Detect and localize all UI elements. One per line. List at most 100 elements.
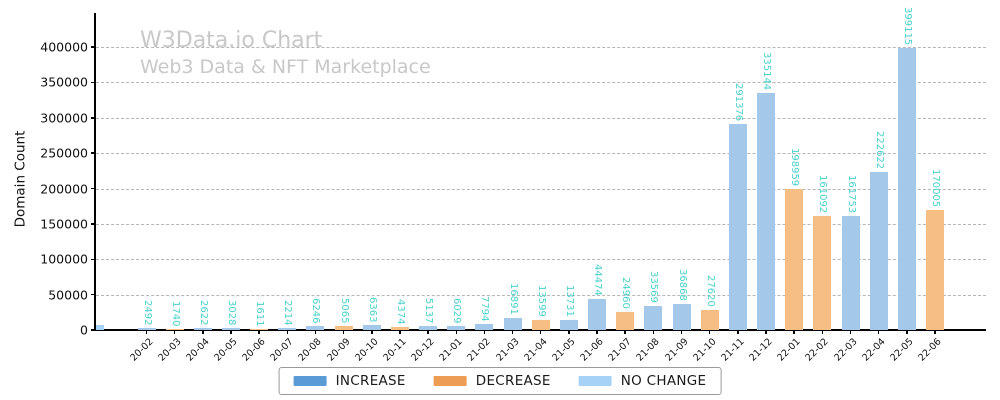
bar-value-label: 27620 — [704, 275, 716, 308]
y-tick-label: 300000 — [40, 110, 88, 126]
x-tick-mark — [568, 330, 570, 334]
x-tick-mark — [202, 330, 204, 334]
x-tick-mark — [934, 330, 936, 334]
bar-value-label: 1611 — [254, 300, 266, 326]
legend-swatch-decrease — [433, 376, 467, 386]
bar-20-11 — [390, 326, 409, 330]
bar-22-02 — [813, 216, 832, 330]
x-tick-mark — [455, 330, 457, 334]
x-tick-mark — [342, 330, 345, 334]
x-tick-label-21-12: 21-12 — [747, 336, 775, 364]
bar-22-01 — [785, 189, 804, 330]
x-tick-label-20-05: 20-05 — [212, 336, 240, 364]
x-tick-label-21-10: 21-10 — [691, 336, 719, 364]
legend-item-nochange: NO CHANGE — [578, 373, 707, 389]
x-tick-label-21-07: 21-07 — [606, 336, 634, 364]
y-tick-label: 350000 — [40, 74, 88, 90]
x-tick-mark — [765, 330, 767, 334]
bar-value-label: 2214 — [282, 300, 294, 326]
bar-20-05 — [221, 327, 240, 330]
legend-label: DECREASE — [475, 373, 551, 389]
bar-value-label: 1740 — [169, 300, 181, 326]
y-tick-mark — [91, 117, 96, 119]
x-tick-label-20-09: 20-09 — [324, 336, 353, 364]
x-tick-mark — [258, 330, 260, 334]
gridline — [96, 47, 986, 48]
y-tick-mark — [91, 46, 96, 48]
bar-value-label: 44474 — [592, 263, 604, 296]
x-tick-label-20-02: 20-02 — [127, 336, 156, 364]
x-tick-label-20-08: 20-08 — [296, 336, 325, 364]
chart-subtitle: Web3 Data & NFT Marketplace — [140, 56, 431, 78]
bar-value-label: 170005 — [929, 168, 941, 207]
x-tick-label-20-11: 20-11 — [381, 336, 409, 364]
x-tick-label-20-04: 20-04 — [184, 336, 212, 364]
x-tick-label-20-10: 20-10 — [353, 336, 381, 364]
x-tick-label-21-11: 21-11 — [719, 336, 747, 364]
bar-value-label: 3028 — [225, 299, 237, 326]
bar-21-02 — [475, 324, 494, 330]
bar-value-label: 161753 — [845, 174, 857, 213]
bar-value-label: 24960 — [620, 277, 632, 310]
x-tick-mark — [483, 330, 486, 334]
x-tick-mark — [680, 330, 683, 334]
x-tick-mark — [596, 330, 598, 334]
x-tick-label-21-05: 21-05 — [550, 336, 578, 364]
x-tick-label-22-02: 22-02 — [803, 336, 832, 364]
bar-value-label: 16891 — [507, 283, 519, 315]
bar-20-02 — [137, 328, 156, 330]
y-tick-label: 250000 — [40, 145, 88, 161]
bar-value-label: 6363 — [366, 297, 378, 323]
legend-item-decrease: DECREASE — [433, 373, 551, 389]
x-tick-mark — [230, 330, 232, 334]
gridline — [96, 188, 986, 190]
x-tick-label-21-08: 21-08 — [634, 336, 663, 364]
x-tick-mark — [511, 330, 514, 334]
gridline — [96, 294, 986, 296]
bar-21-05 — [559, 320, 578, 330]
bar-20-10 — [362, 325, 381, 330]
bar-21-03 — [503, 318, 522, 330]
x-tick-label-22-06: 22-06 — [916, 336, 944, 364]
bar-value-label: 198959 — [789, 148, 801, 187]
bar-value-label: 4374 — [394, 298, 406, 325]
bar-21-11 — [728, 123, 747, 330]
x-tick-label-22-04: 22-04 — [860, 336, 888, 364]
bar-value-label: 2492 — [141, 300, 153, 326]
bar-21-08 — [644, 306, 663, 330]
bar-value-label: 5065 — [338, 298, 350, 324]
x-tick-label-21-04: 21-04 — [522, 336, 550, 364]
y-tick-label: 200000 — [40, 181, 88, 196]
y-tick-label: 100000 — [40, 251, 88, 267]
bar-value-label: 13599 — [535, 285, 547, 318]
bar-21-07 — [616, 312, 635, 330]
x-tick-mark — [906, 330, 908, 334]
y-tick-mark — [91, 258, 96, 260]
legend-label: NO CHANGE — [620, 373, 707, 389]
bar-22-05 — [897, 47, 916, 330]
y-tick-mark — [91, 293, 96, 296]
legend: INCREASE DECREASE NO CHANGE — [278, 367, 722, 395]
x-tick-mark — [793, 330, 795, 334]
x-tick-label-21-03: 21-03 — [493, 336, 522, 364]
gridline — [96, 82, 986, 84]
x-tick-mark — [849, 330, 852, 334]
bar-20-09 — [334, 326, 353, 330]
bar-22-03 — [841, 215, 860, 330]
bar-21-01 — [447, 325, 466, 330]
bar-20-07 — [278, 328, 297, 330]
y-tick-label: 0 — [80, 322, 88, 338]
x-tick-mark — [145, 330, 148, 334]
legend-item-increase: INCREASE — [293, 373, 406, 389]
x-tick-label-21-06: 21-06 — [578, 336, 606, 364]
bar-value-label: 399115 — [901, 6, 913, 45]
legend-swatch-nochange — [578, 376, 612, 386]
x-tick-mark — [314, 330, 317, 334]
legend-swatch-increase — [293, 376, 327, 386]
x-tick-mark — [737, 330, 739, 334]
y-tick-mark — [91, 81, 96, 84]
x-tick-mark — [173, 330, 176, 334]
bar-21-12 — [757, 92, 776, 330]
x-tick-label-22-01: 22-01 — [775, 336, 803, 364]
